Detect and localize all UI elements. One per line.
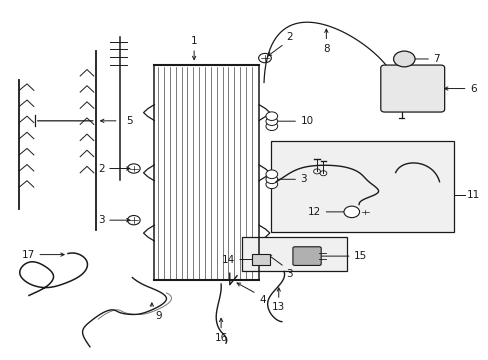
Circle shape bbox=[265, 180, 277, 189]
Text: 1: 1 bbox=[190, 36, 197, 46]
Bar bbox=[154, 65, 259, 280]
Circle shape bbox=[265, 175, 277, 184]
Bar bbox=[252, 254, 269, 265]
FancyBboxPatch shape bbox=[380, 65, 444, 112]
Text: 17: 17 bbox=[21, 249, 35, 260]
Text: 2: 2 bbox=[286, 32, 292, 41]
Circle shape bbox=[393, 51, 414, 67]
Circle shape bbox=[265, 112, 277, 121]
Text: 15: 15 bbox=[353, 251, 366, 261]
Bar bbox=[271, 140, 453, 232]
Text: 11: 11 bbox=[466, 190, 479, 201]
Text: 3: 3 bbox=[98, 215, 104, 225]
Text: 3: 3 bbox=[300, 174, 306, 184]
Bar bbox=[242, 237, 346, 271]
Text: 10: 10 bbox=[300, 116, 313, 126]
Circle shape bbox=[265, 117, 277, 126]
Text: 12: 12 bbox=[307, 207, 321, 217]
Text: 6: 6 bbox=[469, 84, 476, 94]
Circle shape bbox=[265, 170, 277, 179]
Circle shape bbox=[265, 122, 277, 131]
Text: 16: 16 bbox=[214, 333, 227, 343]
FancyBboxPatch shape bbox=[292, 247, 321, 265]
Text: 5: 5 bbox=[126, 116, 132, 126]
Text: 2: 2 bbox=[98, 163, 104, 174]
Circle shape bbox=[343, 206, 359, 217]
Text: 14: 14 bbox=[221, 255, 234, 265]
Text: 7: 7 bbox=[433, 54, 439, 64]
Text: 4: 4 bbox=[259, 296, 265, 306]
Text: 9: 9 bbox=[156, 311, 162, 321]
Text: 3: 3 bbox=[286, 269, 292, 279]
Text: 8: 8 bbox=[323, 44, 329, 54]
Text: 13: 13 bbox=[272, 302, 285, 312]
